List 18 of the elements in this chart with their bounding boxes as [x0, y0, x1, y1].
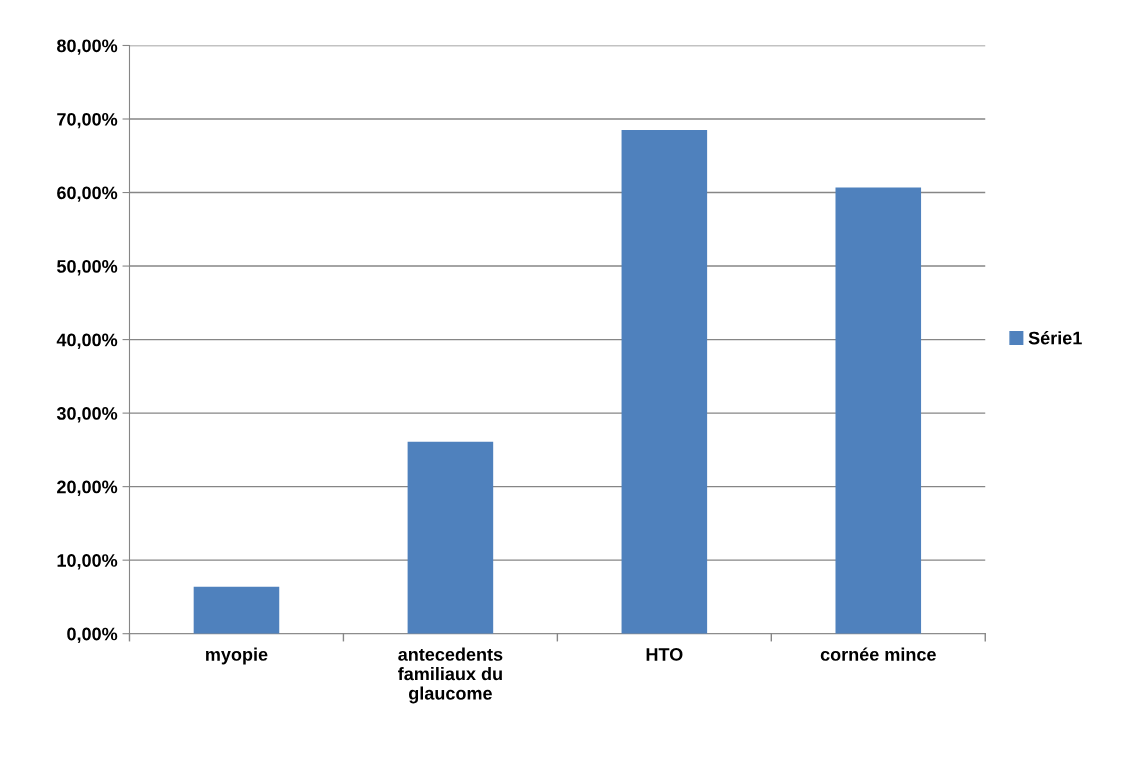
bar [193, 586, 280, 634]
x-tick-label: cornée mince [820, 647, 936, 661]
x-tick-label: myopie [206, 647, 268, 665]
bar [621, 130, 708, 634]
y-tick-label: 20,00% [57, 480, 118, 496]
bar [835, 187, 922, 634]
y-tick-label: 50,00% [57, 259, 118, 276]
legend-label: Série1 [1028, 331, 1082, 345]
y-tick-label: 60,00% [57, 186, 118, 202]
y-tick-label: 30,00% [56, 407, 118, 423]
bar [407, 441, 494, 634]
y-tick-label: 80,00% [57, 39, 118, 55]
x-tick-label: antecedents familiaux du glaucome [398, 647, 503, 704]
x-tick-label: HTO [646, 648, 683, 661]
y-tick-label: 0,00% [67, 627, 118, 644]
y-tick-label: 10,00% [57, 554, 118, 570]
y-tick-label: 70,00% [57, 112, 118, 129]
y-tick-label: 40,00% [56, 333, 118, 349]
